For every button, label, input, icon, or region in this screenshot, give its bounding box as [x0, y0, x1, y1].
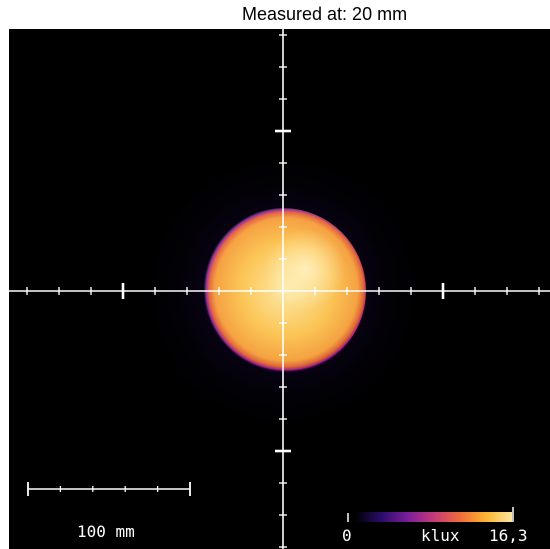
crosshair-ticks	[26, 34, 540, 548]
scale-bar: 100 mm	[27, 482, 191, 541]
scale-bar-label: 100 mm	[77, 522, 135, 541]
spot-hotspot	[265, 229, 345, 309]
illuminance-map-svg: 100 mm 0 klux 16,3	[9, 29, 550, 549]
colorbar-min-label: 0	[342, 526, 352, 545]
colorbar-gradient	[355, 512, 512, 522]
colorbar: 0 klux 16,3	[342, 507, 528, 545]
colorbar-unit-label: klux	[421, 526, 460, 545]
colorbar-max-label: 16,3	[489, 526, 528, 545]
scale-bar-ticks	[27, 482, 191, 496]
illuminance-plot: 100 mm 0 klux 16,3	[9, 29, 550, 549]
measurement-label: Measured at: 20 mm	[242, 4, 408, 24]
